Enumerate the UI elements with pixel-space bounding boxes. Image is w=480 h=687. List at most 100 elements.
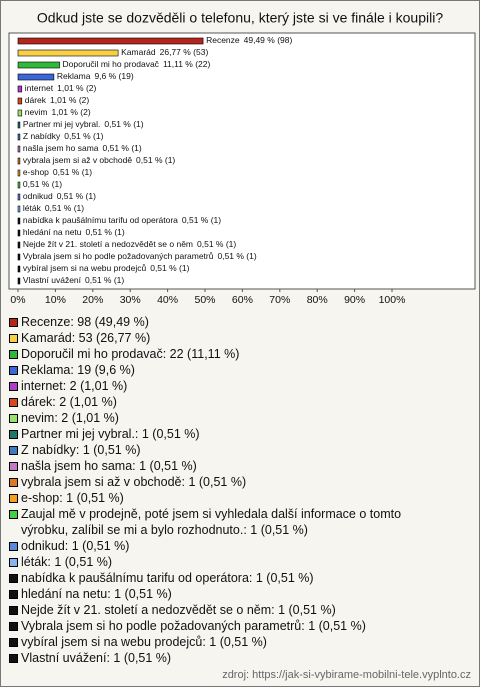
legend-swatch xyxy=(9,574,18,583)
bar xyxy=(17,241,21,249)
legend-swatch xyxy=(9,494,18,503)
legend-label: internet: 2 (1,01 %) xyxy=(21,379,128,393)
bar-label: dárek 1,01 % (2) xyxy=(25,95,90,105)
category-label: Vybrala jsem si ho podle požadovaných pa… xyxy=(23,251,214,261)
x-tick-label: 20% xyxy=(82,294,103,306)
legend-entry: odnikud: 1 (0,51 %) xyxy=(9,538,449,554)
bar-label: nevim 1,01 % (2) xyxy=(25,107,91,117)
value-label: 0,51 % (1) xyxy=(182,215,221,225)
legend-entry: léták: 1 (0,51 %) xyxy=(9,554,449,570)
x-tick-label: 80% xyxy=(307,294,328,306)
bar-label: Vlastní uvážení 0,51 % (1) xyxy=(23,275,125,285)
legend-swatch xyxy=(9,622,18,631)
legend-entry: Reklama: 19 (9,6 %) xyxy=(9,362,449,378)
x-tick-label: 100% xyxy=(379,294,406,306)
legend-swatch xyxy=(9,654,18,663)
bar-label: vybrala jsem si až v obchodě 0,51 % (1) xyxy=(23,155,176,165)
category-label: Partner mi jej vybral. xyxy=(23,119,100,129)
bar-label: Partner mi jej vybral. 0,51 % (1) xyxy=(23,119,144,129)
legend-label: hledání na netu: 1 (0,51 %) xyxy=(21,587,172,601)
x-tick-label: 50% xyxy=(194,294,215,306)
x-tick-label: 90% xyxy=(344,294,365,306)
bar xyxy=(17,277,21,285)
bar xyxy=(17,133,21,141)
legend-label: Partner mi jej vybral.: 1 (0,51 %) xyxy=(21,427,200,441)
category-label: internet xyxy=(25,83,54,93)
legend-swatch xyxy=(9,510,18,519)
bar-label: odnikud 0,51 % (1) xyxy=(23,191,96,201)
bar xyxy=(17,97,23,105)
value-label: 0,51 % (1) xyxy=(45,203,84,213)
legend-entry: Vlastní uvážení: 1 (0,51 %) xyxy=(9,650,449,666)
x-tick-label: 40% xyxy=(157,294,178,306)
bar-label: hledání na netu 0,51 % (1) xyxy=(23,227,125,237)
chart-title: Odkud jste se dozvěděli o telefonu, kter… xyxy=(37,10,443,26)
legend-label: Z nabídky: 1 (0,51 %) xyxy=(21,443,141,457)
legend-label: Nejde žít v 21. století a nedozvědět se … xyxy=(21,603,336,617)
legend-entry: nevim: 2 (1,01 %) xyxy=(9,410,449,426)
bar xyxy=(17,145,21,153)
category-label: Recenze xyxy=(206,35,240,45)
bar-label: Nejde žít v 21. století a nedozvědět se … xyxy=(23,239,236,249)
bar xyxy=(17,121,21,129)
legend-swatch xyxy=(9,366,18,375)
bar xyxy=(17,169,21,177)
bar xyxy=(17,205,21,213)
legend-entry: e-shop: 1 (0,51 %) xyxy=(9,490,449,506)
category-label: nabídka k paušálnímu tarifu od operátora xyxy=(23,215,178,225)
legend-entry: Kamarád: 53 (26,77 %) xyxy=(9,330,449,346)
bar-label: Z nabídky 0,51 % (1) xyxy=(23,131,104,141)
legend-swatch xyxy=(9,382,18,391)
legend-label: Vybrala jsem si ho podle požadovaných pa… xyxy=(21,619,366,633)
bar xyxy=(17,265,21,273)
bar xyxy=(17,49,119,57)
legend-entry: internet: 2 (1,01 %) xyxy=(9,378,449,394)
legend-swatch xyxy=(9,446,18,455)
legend-label: našla jsem ho sama: 1 (0,51 %) xyxy=(21,459,197,473)
legend-swatch xyxy=(9,638,18,647)
legend-label: vybrala jsem si až v obchodě: 1 (0,51 %) xyxy=(21,475,247,489)
bar xyxy=(17,73,55,81)
legend-label: Kamarád: 53 (26,77 %) xyxy=(21,331,151,345)
legend-swatch xyxy=(9,478,18,487)
bar-label: Doporučil mi ho prodavač 11,11 % (22) xyxy=(63,59,211,69)
value-label: 9,6 % (19) xyxy=(94,71,133,81)
legend-entry: Z nabídky: 1 (0,51 %) xyxy=(9,442,449,458)
legend-label: odnikud: 1 (0,51 %) xyxy=(21,539,130,553)
legend-swatch xyxy=(9,542,18,551)
legend-entry: vybrala jsem si až v obchodě: 1 (0,51 %) xyxy=(9,474,449,490)
x-tick-label: 70% xyxy=(269,294,290,306)
category-label: našla jsem ho sama xyxy=(23,143,99,153)
bar-label: Reklama 9,6 % (19) xyxy=(57,71,134,81)
value-label: 0,51 % (1) xyxy=(150,263,189,273)
bar-label: 0,51 % (1) xyxy=(23,179,62,189)
bar-label: léták 0,51 % (1) xyxy=(23,203,84,213)
legend-swatch xyxy=(9,318,18,327)
bar-label: internet 1,01 % (2) xyxy=(25,83,97,93)
value-label: 1,01 % (2) xyxy=(51,107,90,117)
bar-label: vybíral jsem si na webu prodejců 0,51 % (… xyxy=(23,263,190,273)
bar-label: e-shop 0,51 % (1) xyxy=(23,167,92,177)
value-label: 0,51 % (1) xyxy=(57,191,96,201)
legend-label: Doporučil mi ho prodavač: 22 (11,11 %) xyxy=(21,347,240,361)
legend-swatch xyxy=(9,334,18,343)
category-label: Z nabídky xyxy=(23,131,61,141)
legend-entry: vybíral jsem si na webu prodejců: 1 (0,5… xyxy=(9,634,449,650)
source: zdroj: https://jak-si-vybirame-mobilni-t… xyxy=(222,669,471,681)
legend-swatch xyxy=(9,462,18,471)
value-label: 0,51 % (1) xyxy=(217,251,256,261)
bar-label: našla jsem ho sama 0,51 % (1) xyxy=(23,143,142,153)
legend-label: nevim: 2 (1,01 %) xyxy=(21,411,119,425)
value-label: 0,51 % (1) xyxy=(53,167,92,177)
chart: Odkud jste se dozvěděli o telefonu, kter… xyxy=(8,10,476,306)
legend-entry: Vybrala jsem si ho podle požadovaných pa… xyxy=(9,618,449,634)
legend-label: Vlastní uvážení: 1 (0,51 %) xyxy=(21,651,172,665)
bar-label: Vybrala jsem si ho podle požadovaných pa… xyxy=(23,251,257,261)
legend-label: dárek: 2 (1,01 %) xyxy=(21,395,117,409)
value-label: 0,51 % (1) xyxy=(23,179,62,189)
x-tick-label: 0% xyxy=(10,294,25,306)
category-label: léták xyxy=(23,203,42,213)
value-label: 0,51 % (1) xyxy=(136,155,175,165)
legend-label: Recenze: 98 (49,49 %) xyxy=(21,315,149,329)
